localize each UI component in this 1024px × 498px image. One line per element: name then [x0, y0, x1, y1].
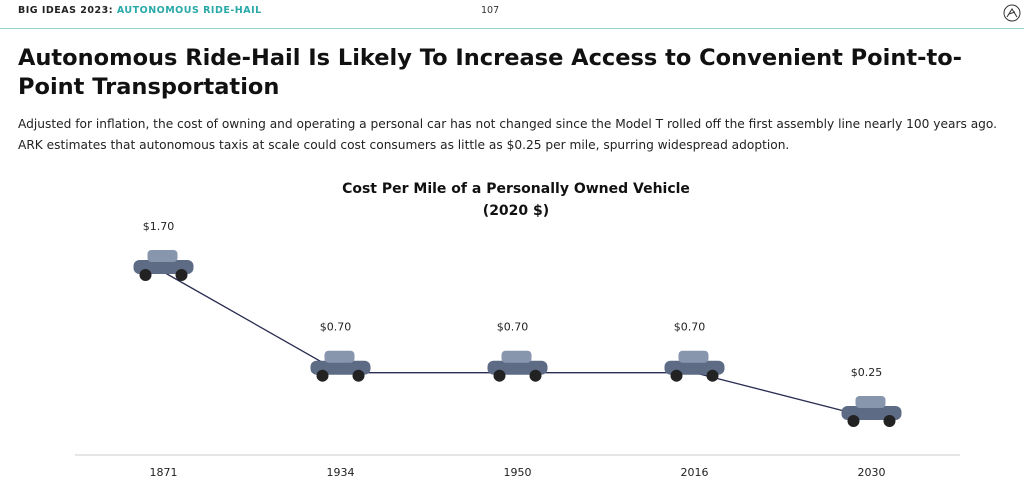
wheel	[352, 369, 365, 382]
value-label: $0.70	[497, 321, 529, 334]
vehicle-marker	[841, 396, 902, 427]
headline: Autonomous Ride-Hail Is Likely To Increa…	[18, 45, 963, 100]
vehicle-cabin	[501, 350, 532, 363]
wheel	[847, 415, 860, 427]
body-text: Adjusted for inflation, the cost of owni…	[18, 117, 998, 152]
chart-subtitle: (2020 $)	[483, 203, 549, 219]
header-section: BIG IDEAS 2023: AUTONOMOUS RIDE-HAIL	[18, 5, 262, 16]
wheel	[529, 369, 542, 382]
value-label: $1.70	[143, 220, 175, 233]
chart-title: Cost Per Mile of a Personally Owned Vehi…	[342, 181, 690, 197]
wheel	[139, 269, 152, 281]
wheel	[493, 369, 506, 382]
page-number: 107	[481, 5, 500, 16]
vehicle-cabin	[324, 350, 355, 363]
wheel	[670, 369, 683, 382]
line	[163, 271, 872, 419]
x-tick-label: 1950	[504, 466, 532, 479]
value-label: $0.25	[851, 366, 883, 379]
value-label: $0.70	[674, 321, 706, 334]
vehicle-marker	[487, 350, 548, 382]
header-rule	[0, 28, 1024, 29]
vehicle-cabin	[147, 250, 178, 262]
vehicle-marker	[310, 350, 371, 382]
x-tick-label: 2016	[681, 466, 709, 479]
wheel	[883, 415, 896, 427]
vehicle-marker	[133, 250, 194, 281]
topic: AUTONOMOUS RIDE-HAIL	[116, 5, 262, 16]
x-tick-label: 1871	[150, 466, 178, 479]
value-label: $0.70	[320, 321, 352, 334]
vehicle-cabin	[855, 396, 886, 408]
x-tick-label: 2030	[858, 466, 886, 479]
wheel	[706, 369, 719, 382]
vehicle-marker	[664, 350, 725, 382]
wheel	[175, 269, 188, 281]
x-tick-label: 1934	[327, 466, 355, 479]
section: BIG IDEAS 2023:	[18, 5, 114, 16]
vehicle-cabin	[678, 350, 709, 363]
logo	[1003, 4, 1021, 22]
wheel	[316, 369, 329, 382]
